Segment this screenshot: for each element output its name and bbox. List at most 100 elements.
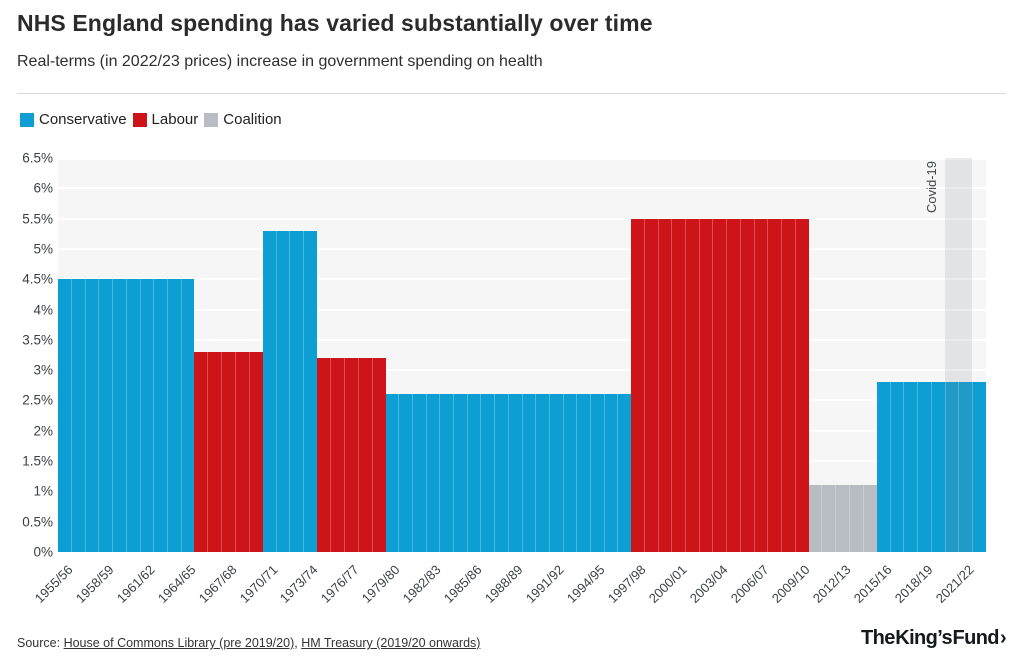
year-bar [521, 394, 536, 552]
x-tick-label: 2021/22 [932, 562, 977, 606]
covid-19-band [945, 158, 973, 552]
x-tick-label: 1967/68 [195, 562, 240, 606]
x-axis: 1955/56 1958/59 1961/62 1964/65 1967/68 1970/… [32, 552, 986, 632]
y-tick-label: 6.5% [22, 150, 53, 166]
year-bar [603, 394, 618, 552]
year-bar [576, 394, 590, 552]
legend-item-labour[interactable]: Labour [132, 111, 198, 128]
x-tick-label: 2012/13 [809, 562, 854, 606]
page-title: NHS England spending has varied substant… [17, 10, 653, 36]
plot-area: Covid-19 [58, 158, 986, 552]
year-bar [903, 382, 917, 552]
year-bar [685, 218, 699, 552]
year-bar [972, 382, 986, 552]
source-link-hm-treasury[interactable]: HM Treasury (2019/20 onwards) [301, 636, 481, 650]
legend-swatch-icon [20, 112, 34, 127]
source-line: Source: House of Commons Library (pre 20… [17, 636, 480, 650]
gridline [58, 338, 986, 341]
year-bar [235, 351, 249, 552]
year-bar [386, 394, 399, 552]
x-tick-label: 1970/71 [236, 562, 281, 606]
year-bar [194, 352, 207, 552]
year-bar [631, 219, 644, 552]
year-bar [507, 394, 522, 552]
x-tick-label: 2003/04 [686, 562, 731, 606]
legend-swatch-icon [132, 112, 147, 127]
y-tick-label: 1% [33, 483, 53, 499]
year-bar [221, 351, 235, 552]
bar-block-conservative-1979/80-1996/97 [385, 394, 632, 552]
year-bar [153, 279, 167, 552]
y-tick-label: 4% [33, 302, 53, 318]
year-bar [411, 394, 426, 552]
gridline [58, 308, 986, 311]
x-tick-label: 1988/89 [481, 562, 526, 606]
year-bar [317, 358, 330, 552]
year-bar [877, 382, 890, 552]
x-tick-label: 2015/16 [850, 562, 895, 606]
bar-block-conservative-1955/56-1964/65 [58, 279, 195, 552]
bar-block-labour-1997/98-2009/10 [631, 218, 809, 552]
year-bar [289, 230, 303, 552]
x-tick-label: 1958/59 [72, 562, 117, 606]
year-bar [671, 218, 685, 552]
gridline [58, 187, 986, 190]
year-bar [494, 394, 508, 552]
year-bar [357, 358, 372, 552]
covid-19-label: Covid-19 [924, 161, 940, 214]
x-tick-label: 1955/56 [31, 562, 76, 606]
year-bar [590, 394, 604, 552]
kings-fund-logo-text: The King’s Fund [861, 627, 1000, 649]
year-bar [794, 218, 809, 552]
year-bar [425, 394, 440, 552]
chevron-right-icon: › [999, 627, 1007, 649]
year-bar [562, 394, 577, 552]
year-bar [657, 218, 672, 552]
year-bar [453, 394, 467, 552]
y-tick-label: 3.5% [22, 332, 53, 348]
year-bar [371, 358, 386, 552]
source-link-house-of-commons[interactable]: House of Commons Library (pre 2019/20) [63, 636, 295, 650]
legend-swatch-icon [204, 112, 219, 127]
year-bar [439, 394, 453, 552]
x-tick-label: 1982/83 [400, 562, 444, 606]
x-tick-label: 2000/01 [645, 562, 690, 606]
legend-label: Coalition [223, 111, 282, 128]
x-tick-label: 1994/95 [563, 562, 608, 606]
x-tick-label: 1991/92 [522, 562, 567, 606]
year-bar [167, 279, 181, 552]
legend: Conservative Labour Coalition [20, 111, 282, 128]
year-bar [889, 382, 904, 552]
year-bar [330, 358, 344, 552]
year-bar [548, 394, 563, 552]
year-bar [125, 279, 140, 552]
x-tick-label: 2006/07 [727, 562, 772, 606]
bar-block-labour-1965/66-1969/70 [194, 351, 263, 552]
year-bar [617, 394, 631, 552]
y-tick-label: 3% [33, 362, 53, 378]
x-tick-label: 1979/80 [359, 562, 403, 606]
y-tick-label: 2% [33, 423, 53, 439]
year-bar [958, 382, 972, 552]
year-bar [712, 218, 726, 552]
year-bar [944, 382, 959, 552]
legend-item-conservative[interactable]: Conservative [20, 111, 127, 128]
x-tick-label: 2018/19 [891, 562, 936, 606]
legend-item-coalition[interactable]: Coalition [204, 111, 282, 128]
year-bar [398, 394, 412, 552]
y-tick-label: 5.5% [22, 211, 53, 227]
y-tick-label: 0% [33, 544, 53, 560]
year-bar [643, 218, 658, 552]
gridline [58, 278, 986, 281]
year-bar [58, 279, 71, 552]
year-bar [809, 485, 822, 552]
x-tick-label: 2009/10 [768, 562, 813, 606]
header-divider [17, 93, 1006, 94]
year-bar [70, 279, 85, 552]
gridline [58, 369, 986, 372]
year-bar [781, 218, 795, 552]
year-bar [466, 394, 481, 552]
year-bar [726, 218, 740, 552]
y-tick-label: 5% [33, 241, 53, 257]
year-bar [180, 279, 195, 552]
